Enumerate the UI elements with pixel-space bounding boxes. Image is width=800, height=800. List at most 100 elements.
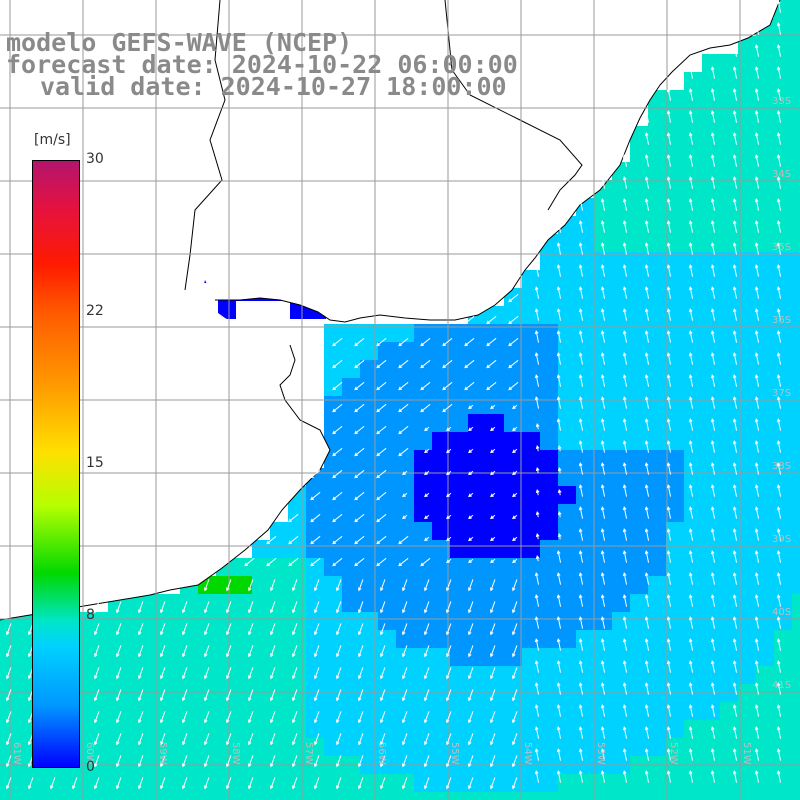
wind-cell	[774, 486, 792, 504]
wind-arrow	[578, 528, 584, 541]
wind-arrow	[644, 660, 650, 673]
wind-cell	[702, 540, 720, 558]
wind-cell	[792, 180, 800, 198]
wind-arrow	[310, 535, 321, 545]
wind-arrow	[137, 777, 144, 790]
wind-cell	[324, 378, 342, 396]
wind-cell	[342, 360, 360, 378]
wind-cell	[702, 144, 720, 162]
wind-cell	[684, 252, 702, 270]
wind-cell	[252, 738, 270, 756]
wind-cell	[0, 702, 18, 720]
wind-arrow	[732, 110, 738, 123]
latitude-label: 33S	[772, 96, 791, 107]
wind-arrow	[622, 396, 628, 409]
wind-cell	[378, 378, 396, 396]
wind-cell	[180, 630, 198, 648]
wind-cell	[630, 648, 648, 666]
wind-arrow	[247, 755, 254, 768]
wind-arrow	[754, 660, 760, 673]
wind-cell	[558, 306, 576, 324]
wind-arrow	[266, 557, 277, 567]
wind-cell	[612, 558, 630, 576]
wind-cell	[324, 432, 342, 450]
wind-cell	[504, 774, 522, 792]
wind-arrow	[578, 616, 584, 629]
wind-cell	[630, 450, 648, 468]
wind-cell	[684, 234, 702, 252]
wind-arrow	[732, 44, 738, 57]
wind-arrow	[534, 682, 540, 695]
wind-cell	[612, 270, 630, 288]
wind-arrow	[534, 352, 540, 365]
wind-cell	[288, 648, 306, 666]
wind-cell	[666, 324, 684, 342]
wind-cell	[468, 738, 486, 756]
wind-cell	[252, 612, 270, 630]
wind-arrow	[666, 462, 672, 475]
wind-cell	[612, 702, 630, 720]
wind-arrow	[666, 638, 672, 651]
wind-cell	[450, 432, 468, 450]
wind-cell	[450, 522, 468, 540]
wind-arrow	[424, 536, 430, 542]
wind-arrow	[556, 374, 562, 387]
wind-cell	[666, 378, 684, 396]
wind-cell	[540, 576, 558, 594]
wind-cell	[792, 360, 800, 378]
wind-cell	[612, 594, 630, 612]
wind-cell	[540, 324, 558, 342]
wind-cell	[648, 684, 666, 702]
wind-arrow	[423, 755, 430, 768]
wind-cell	[720, 180, 738, 198]
wind-cell	[792, 198, 800, 216]
wind-arrow	[398, 535, 409, 545]
latitude-label: 35S	[772, 242, 791, 253]
wind-arrow	[754, 66, 760, 79]
wind-cell	[504, 360, 522, 378]
wind-cell	[630, 360, 648, 378]
wind-arrow	[467, 689, 474, 702]
wind-arrow	[622, 330, 628, 343]
wind-arrow	[335, 777, 342, 790]
wind-arrow	[644, 308, 650, 321]
wind-arrow	[534, 396, 540, 409]
wind-cell	[684, 414, 702, 432]
wind-arrow	[442, 403, 453, 413]
wind-arrow	[310, 557, 321, 567]
wind-arrow	[203, 645, 210, 658]
wind-arrow	[511, 623, 518, 636]
wind-arrow	[688, 374, 694, 387]
wind-cell	[756, 630, 774, 648]
wind-cell	[774, 342, 792, 360]
wind-cell	[774, 666, 792, 684]
wind-cell	[432, 396, 450, 414]
title-forecast-date: forecast date: 2024-10-22 06:00:00	[6, 50, 518, 79]
wind-cell	[756, 522, 774, 540]
wind-cell	[702, 90, 720, 108]
longitude-label: 55W	[449, 742, 460, 765]
wind-arrow	[464, 315, 475, 325]
wind-arrow	[357, 733, 364, 746]
wind-arrow	[732, 308, 738, 321]
latitude-label: 37S	[772, 388, 791, 399]
wind-arrow	[247, 733, 254, 746]
wind-cell	[450, 558, 468, 576]
wind-cell	[234, 666, 252, 684]
wind-arrow	[578, 550, 584, 563]
wind-cell	[504, 630, 522, 648]
wind-cell	[252, 630, 270, 648]
wind-arrow	[357, 579, 364, 592]
wind-cell	[360, 360, 378, 378]
wind-cell	[702, 630, 720, 648]
wind-arrow	[535, 489, 540, 496]
wind-cell	[198, 702, 216, 720]
wind-cell	[306, 702, 324, 720]
wind-arrow	[666, 176, 672, 189]
wind-arrow	[468, 470, 474, 476]
wind-arrow	[578, 352, 584, 365]
wind-cell	[756, 342, 774, 360]
wind-arrow	[622, 176, 628, 189]
wind-cell	[144, 792, 162, 800]
longitude-label: 61W	[11, 742, 22, 765]
